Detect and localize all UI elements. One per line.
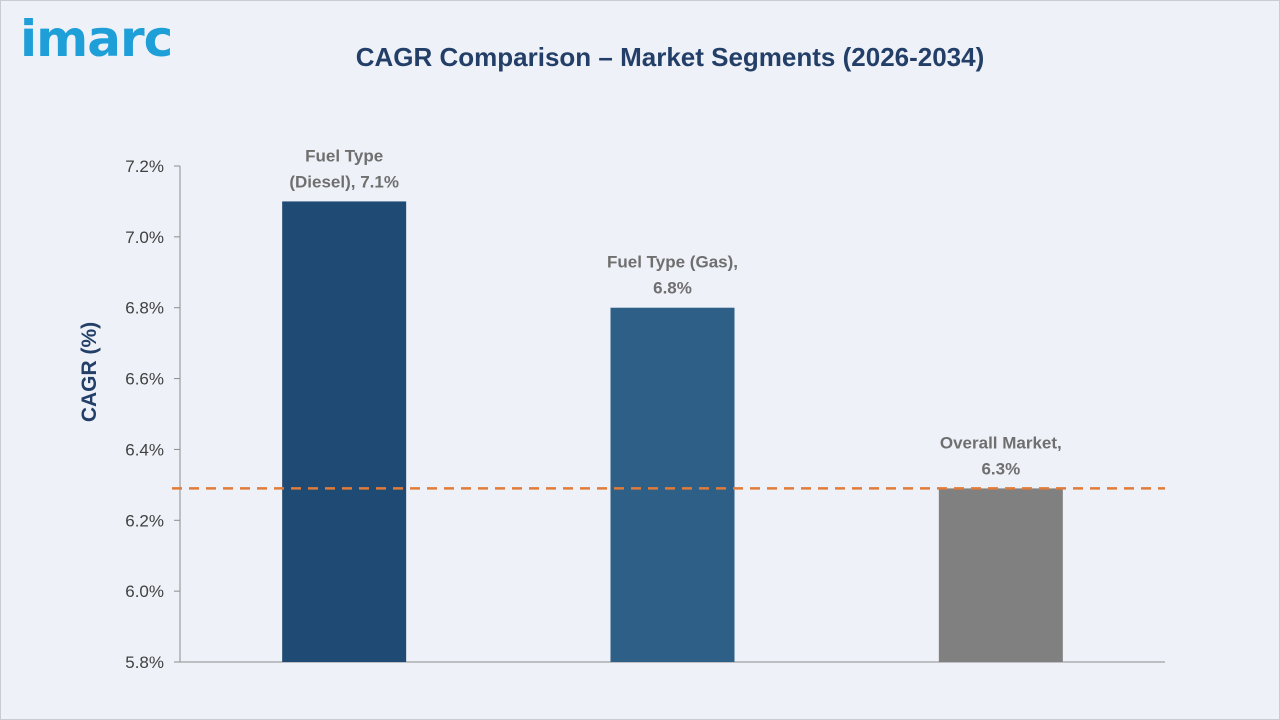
chart-title: CAGR Comparison – Market Segments (2026-… (355, 42, 985, 72)
bar (938, 488, 1063, 662)
y-tick-label: 6.2% (125, 511, 164, 530)
data-label: Fuel Type (Gas), (607, 253, 738, 272)
y-tick-label: 6.4% (125, 440, 164, 459)
data-label: Overall Market, (940, 433, 1062, 452)
y-tick-label: 7.0% (125, 228, 164, 247)
y-axis-label: CAGR (%) (78, 322, 101, 422)
data-label: (Diesel), 7.1% (289, 172, 399, 191)
y-tick-label: 7.2% (125, 157, 164, 176)
y-tick-label: 6.6% (125, 370, 164, 389)
bar (282, 201, 407, 662)
imarc-logo: imarc (20, 10, 173, 68)
y-tick-label: 5.8% (125, 653, 164, 672)
y-tick-label: 6.0% (125, 582, 164, 601)
data-label: Fuel Type (305, 146, 383, 165)
data-label: 6.3% (981, 459, 1020, 478)
bar (610, 307, 735, 662)
y-tick-label: 6.8% (125, 299, 164, 318)
data-label: 6.8% (653, 279, 692, 298)
